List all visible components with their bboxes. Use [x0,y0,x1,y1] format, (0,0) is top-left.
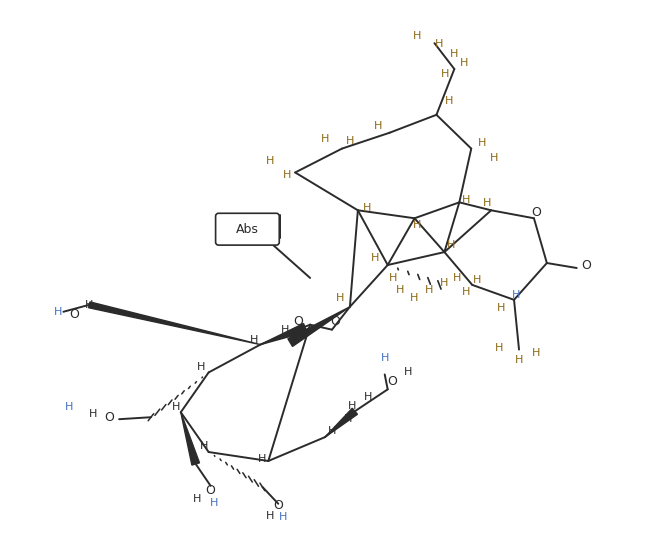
Text: H: H [348,401,356,411]
Text: H: H [440,278,449,288]
Text: H: H [346,136,354,146]
Text: O: O [273,499,283,512]
Text: H: H [370,253,379,263]
Text: O: O [293,315,303,328]
Polygon shape [88,302,260,344]
Text: H: H [453,273,461,283]
Text: H: H [199,441,208,451]
Text: H: H [209,498,218,508]
Text: H: H [344,414,352,424]
Text: H: H [395,285,404,295]
Text: H: H [281,325,290,335]
Text: H: H [89,409,98,419]
Text: H: H [193,494,201,504]
Text: H: H [266,155,275,166]
Polygon shape [181,412,199,465]
Text: H: H [447,240,455,250]
Text: O: O [531,206,541,219]
Text: H: H [413,220,422,230]
Text: H: H [512,290,520,300]
Text: H: H [321,134,329,144]
Text: H: H [441,69,449,79]
Text: H: H [266,511,275,521]
Text: H: H [336,293,344,303]
Text: H: H [197,363,205,373]
Text: H: H [65,402,73,412]
Text: H: H [495,343,504,352]
Text: H: H [515,355,523,365]
Polygon shape [325,408,358,437]
Text: H: H [364,392,372,402]
Text: H: H [478,138,486,147]
Polygon shape [288,307,350,347]
Text: O: O [104,411,114,423]
FancyBboxPatch shape [216,213,279,245]
Text: H: H [446,96,453,106]
Text: H: H [473,275,481,285]
Text: H: H [54,307,63,317]
Text: H: H [460,58,469,68]
Text: H: H [258,454,267,464]
Text: H: H [450,49,459,59]
Text: H: H [425,285,434,295]
Text: O: O [387,375,397,388]
Text: H: H [389,273,397,283]
Text: H: H [462,287,471,297]
Text: H: H [279,512,288,522]
Text: H: H [490,153,498,162]
Text: H: H [497,303,506,313]
Polygon shape [260,324,307,344]
Text: H: H [532,348,540,358]
Text: Abs: Abs [236,223,259,235]
Text: H: H [483,198,491,208]
Text: H: H [85,300,94,310]
Text: H: H [413,31,422,41]
Text: O: O [206,484,216,497]
Text: H: H [328,426,336,436]
Text: H: H [403,367,412,378]
Text: H: H [411,293,418,303]
Text: H: H [250,335,259,344]
Text: O: O [581,258,591,271]
Text: H: H [362,203,371,213]
Text: O: O [330,315,340,328]
Text: O: O [69,308,79,321]
Text: H: H [374,121,382,131]
Text: H: H [462,195,471,206]
Text: H: H [435,39,444,49]
Text: H: H [381,352,389,363]
Text: H: H [172,402,180,412]
Text: H: H [283,170,292,180]
